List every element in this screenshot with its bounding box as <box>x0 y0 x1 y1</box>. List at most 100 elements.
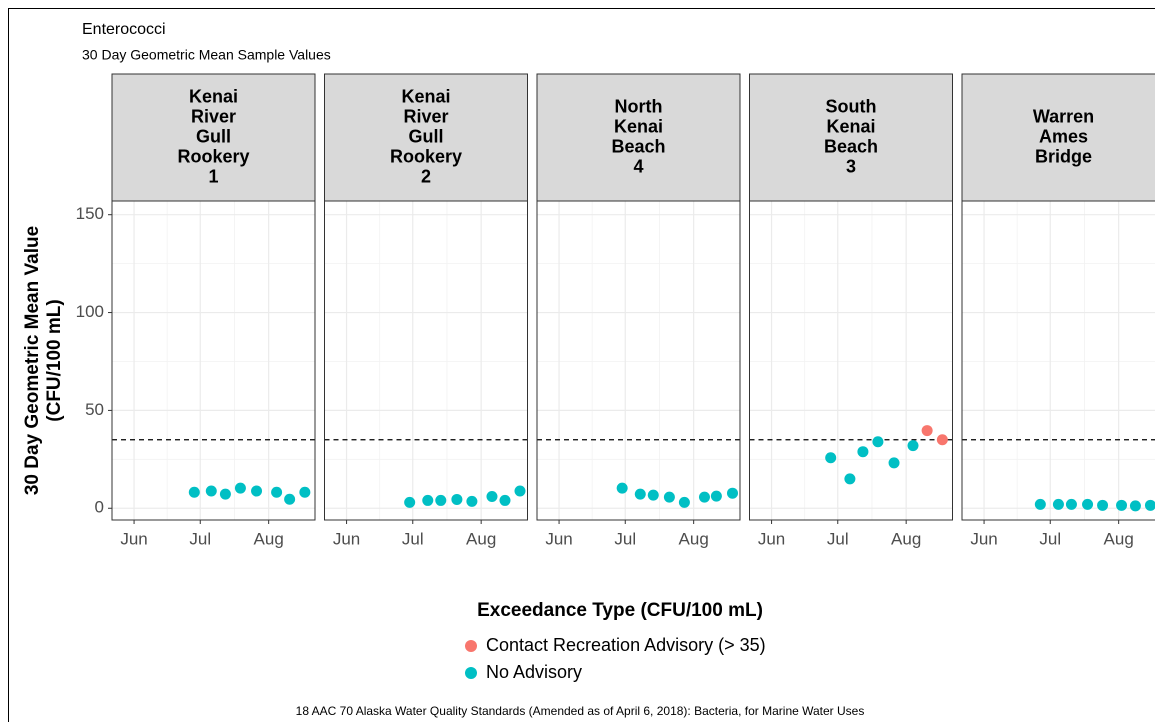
legend-label: Contact Recreation Advisory (> 35) <box>486 635 766 655</box>
data-point <box>205 485 217 497</box>
caption: 18 AAC 70 Alaska Water Quality Standards… <box>296 704 865 718</box>
y-tick-label: 50 <box>85 400 104 419</box>
legend-label: No Advisory <box>486 662 582 682</box>
panel-border <box>111 200 316 521</box>
data-point <box>299 486 311 498</box>
data-point <box>1129 500 1141 512</box>
data-point <box>435 494 447 506</box>
x-tick-label: Jul <box>1039 529 1061 548</box>
strip <box>324 73 528 202</box>
x-tick-label: Jun <box>333 529 360 548</box>
data-point <box>647 489 659 501</box>
x-tick-label: Aug <box>466 529 496 548</box>
panel-border <box>324 200 528 521</box>
facet-label: Gull <box>196 126 231 146</box>
data-point <box>936 434 948 446</box>
data-point <box>907 440 919 452</box>
x-tick-label: Aug <box>1104 529 1134 548</box>
x-tick-label: Jun <box>545 529 572 548</box>
facet-label: Warren <box>1033 106 1094 126</box>
strip <box>111 73 316 202</box>
x-tick-label: Jul <box>402 529 424 548</box>
data-point <box>499 494 511 506</box>
data-point <box>1034 498 1046 510</box>
x-tick-label: Jul <box>827 529 849 548</box>
facet-label: 4 <box>633 156 643 176</box>
facet-label: Kenai <box>189 86 238 106</box>
facet-label: Gull <box>409 126 444 146</box>
data-point <box>188 486 200 498</box>
data-point <box>1116 499 1128 511</box>
data-point <box>634 488 646 500</box>
panel-border <box>961 200 1155 521</box>
facet-label: Rookery <box>177 146 249 166</box>
facet-label: Ames <box>1039 126 1088 146</box>
chart-title: Enterococci <box>82 21 166 38</box>
facet-label: River <box>191 106 236 126</box>
data-point <box>486 491 498 503</box>
facet-label: 3 <box>846 156 856 176</box>
data-point <box>844 473 856 485</box>
data-point <box>888 457 900 469</box>
legend-swatch <box>465 667 477 679</box>
y-axis-label: (CFU/100 mL) <box>44 299 65 421</box>
data-point <box>251 485 263 497</box>
data-point <box>857 446 869 458</box>
panel-border <box>536 200 741 521</box>
data-point <box>678 496 690 508</box>
data-point <box>1144 499 1155 511</box>
data-point <box>271 486 283 498</box>
data-point <box>663 491 675 503</box>
x-tick-label: Jun <box>120 529 147 548</box>
strip <box>536 73 741 202</box>
facet-label: Beach <box>611 136 665 156</box>
data-point <box>726 487 738 499</box>
data-point <box>825 452 837 464</box>
x-tick-label: Jun <box>970 529 997 548</box>
facet-label: Beach <box>824 136 878 156</box>
data-point <box>616 482 628 494</box>
x-tick-label: Aug <box>679 529 709 548</box>
facet-label: Kenai <box>401 86 450 106</box>
facet-label: River <box>403 106 448 126</box>
data-point <box>466 495 478 507</box>
facet-label: 2 <box>421 166 431 186</box>
data-point <box>1082 498 1094 510</box>
data-point <box>710 490 722 502</box>
data-point <box>514 485 526 497</box>
facet-label: North <box>615 96 663 116</box>
data-point <box>422 494 434 506</box>
y-tick-label: 100 <box>76 302 104 321</box>
data-point <box>404 496 416 508</box>
facet-label: Rookery <box>390 146 462 166</box>
x-tick-label: Jun <box>758 529 785 548</box>
data-point <box>284 493 296 505</box>
data-point <box>921 425 933 437</box>
chart-subtitle: 30 Day Geometric Mean Sample Values <box>82 47 331 63</box>
facet-label: South <box>826 96 877 116</box>
panel-border <box>749 200 953 521</box>
x-tick-label: Aug <box>254 529 284 548</box>
data-point <box>698 491 710 503</box>
data-point <box>1065 498 1077 510</box>
data-point <box>234 482 246 494</box>
legend-swatch <box>465 640 477 652</box>
facet-label: Kenai <box>614 116 663 136</box>
x-tick-label: Jul <box>614 529 636 548</box>
y-axis-label: 30 Day Geometric Mean Value <box>22 226 43 495</box>
data-point <box>1052 498 1064 510</box>
legend-title: Exceedance Type (CFU/100 mL) <box>477 600 763 621</box>
strip <box>749 73 953 202</box>
facet-label: Kenai <box>826 116 875 136</box>
data-point <box>872 436 884 448</box>
strip <box>961 73 1155 202</box>
data-point <box>219 488 231 500</box>
facet-label: 1 <box>208 166 218 186</box>
data-point <box>1097 499 1109 511</box>
x-tick-label: Jul <box>189 529 211 548</box>
y-tick-label: 0 <box>95 498 104 517</box>
facet-label: Bridge <box>1035 146 1092 166</box>
y-tick-label: 150 <box>76 204 104 223</box>
x-tick-label: Aug <box>891 529 921 548</box>
